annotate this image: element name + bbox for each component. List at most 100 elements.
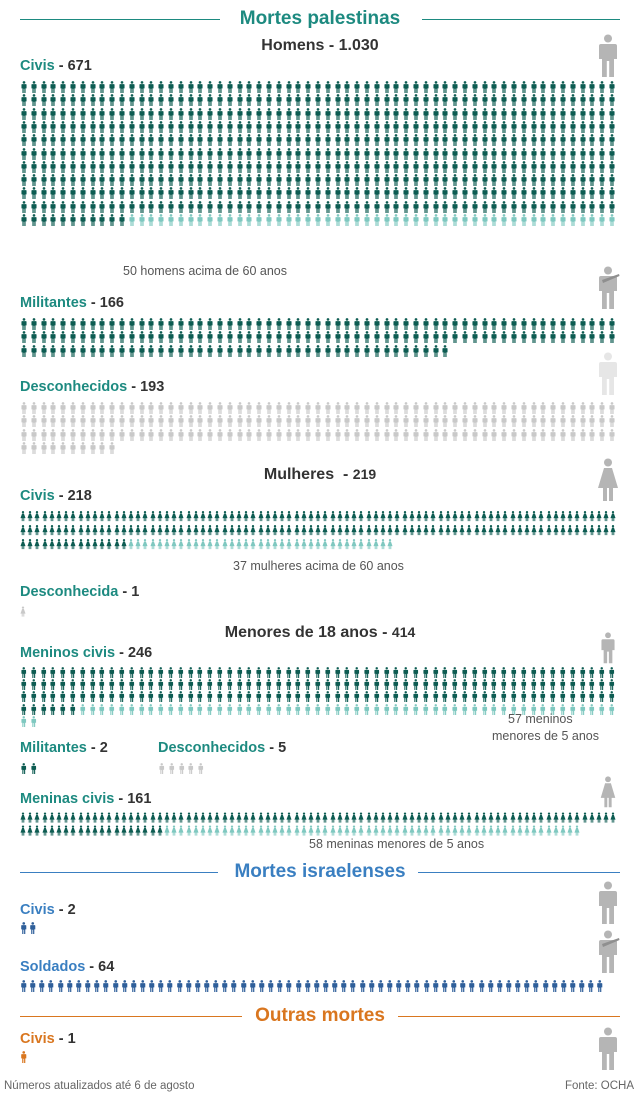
men-civ-figure [433, 174, 439, 187]
men-civ-figure [482, 160, 488, 173]
men-civ-figure [286, 94, 292, 107]
boys-civ-figure [580, 691, 585, 703]
girls-civ-figure [394, 812, 400, 823]
women-unk-label-sep: - [118, 584, 132, 600]
men-civ-figure [21, 200, 27, 213]
men-civ-figure [472, 120, 478, 133]
men-unk-figure [413, 428, 419, 441]
isr-sol-figure [350, 980, 356, 992]
men-mil-figure [325, 331, 331, 344]
boys-civ-highlighted-figure [423, 703, 428, 715]
men-mil-figure [158, 331, 164, 344]
women-civ-figure [34, 524, 40, 536]
men-civ-figure [364, 94, 370, 107]
men-civ-figure [286, 200, 292, 213]
men-civ-figure [560, 107, 566, 120]
men-civ-figure [305, 134, 311, 147]
girls-civ-highlighted-figure [178, 825, 184, 836]
men-civ-figure [423, 81, 429, 93]
men-civ-figure [41, 94, 47, 107]
women-civ-figure [553, 510, 559, 522]
men-civ-figure [589, 147, 595, 160]
girls-civ-highlighted-figure [214, 825, 220, 836]
women-civ-figure [582, 524, 588, 536]
men-unk-figure [501, 415, 507, 428]
girls-civ-highlighted-figure [207, 825, 213, 836]
men-civ-figure [286, 160, 292, 173]
men-mil-figure [570, 318, 576, 330]
men-civ-figure [413, 160, 419, 173]
men-unk-figure [237, 428, 243, 441]
men-unk-figure [50, 441, 56, 454]
men-civ-highlighted-figure [423, 214, 429, 226]
men-mil-figure [433, 331, 439, 344]
men-civ-figure [60, 174, 66, 187]
men-civ-figure [197, 94, 203, 107]
men-civ-figure [109, 214, 115, 226]
men-civ-highlighted-figure [560, 214, 566, 226]
girls-civ-highlighted-figure [164, 825, 170, 836]
men-mil-label-count: 166 [99, 295, 124, 311]
men-unk-figure [139, 428, 145, 441]
men-civ-figure [393, 174, 399, 187]
boys-civ-figure [266, 691, 272, 703]
girls-civ-figure [445, 812, 451, 823]
palestine-title-line-right [422, 19, 620, 20]
men-mil-figure [315, 344, 321, 357]
boys-civ-figure [31, 703, 36, 715]
girls-civ-highlighted-figure [459, 825, 465, 836]
men-civ-figure [148, 160, 154, 173]
isr-sol-label-text: Soldados [20, 959, 86, 975]
men-civ-figure [423, 200, 429, 213]
men-mil-figure [50, 344, 56, 357]
boys-civ-label: Meninos civis - 246 [20, 645, 152, 661]
men-unk-figure [315, 415, 321, 428]
men-civ-figure [531, 147, 537, 160]
men-civ-figure [423, 134, 429, 147]
men-civ-figure [462, 174, 468, 187]
men-civ-figure [462, 187, 468, 200]
men-civ-figure [256, 160, 262, 173]
women-civ-figure [531, 510, 537, 522]
boys-civ-figure [80, 667, 85, 678]
men-unk-figure [472, 428, 478, 441]
girls-civ-highlighted-figure [315, 825, 321, 836]
men-mil-figure [178, 331, 184, 344]
men-civ-figure [570, 174, 576, 187]
women-civ-figure [85, 524, 91, 536]
boys-civ-figure [540, 691, 546, 703]
women-civ-figure [114, 524, 120, 536]
girls-civ-highlighted-figure [358, 825, 364, 836]
girls-civ-highlighted-figure [351, 825, 357, 836]
men-unk-figure [99, 415, 105, 428]
men-unk-figure [491, 402, 497, 414]
men-unk-figure [188, 402, 194, 414]
men-unk-figure [511, 415, 517, 428]
isr-sol-figure [405, 980, 411, 992]
men-unk-figure [256, 415, 262, 428]
men-civ-figure [50, 134, 56, 147]
girls-civ-figure [56, 825, 62, 836]
men-mil-figure [256, 331, 262, 344]
men-civ-figure [286, 147, 292, 160]
men-civ-figure [374, 147, 380, 160]
men-civ-figure [599, 147, 605, 160]
women-civ-highlighted-figure [178, 538, 184, 550]
men-civ-figure [295, 81, 301, 93]
men-civ-figure [286, 174, 292, 187]
women-civ-figure [20, 524, 26, 536]
men-civ-figure [335, 187, 341, 200]
men-unk-figure [344, 402, 350, 414]
men-civ-figure [325, 94, 331, 107]
men-civ-figure [207, 120, 213, 133]
men-unk-figure [70, 415, 76, 428]
girls-civ-figure [114, 812, 120, 823]
men-civ-figure [501, 107, 507, 120]
men-mil-figure [139, 318, 145, 330]
boys-civ-highlighted-figure [99, 703, 105, 715]
men-civ-figure [560, 147, 566, 160]
boys-civ-highlighted-figure [305, 703, 311, 715]
men-civ-figure [521, 134, 527, 147]
boys-civ-figure [403, 691, 409, 703]
isr-sol-figure [588, 980, 594, 992]
